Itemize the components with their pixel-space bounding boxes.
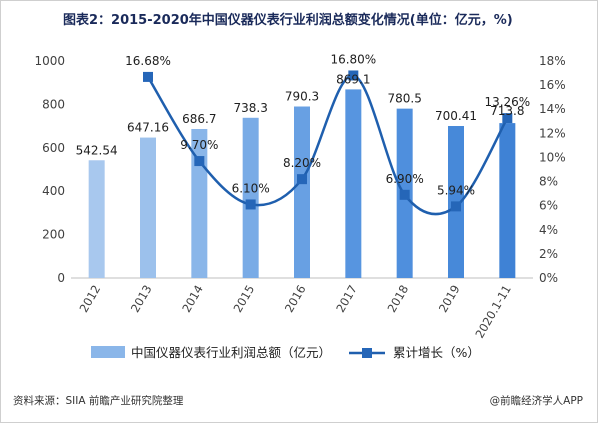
growth-marker — [297, 174, 307, 185]
growth-value-label: 16.68% — [125, 54, 171, 68]
x-tick-label: 2020.1-11 — [472, 283, 514, 341]
growth-value-label: 5.94% — [437, 183, 475, 197]
bar — [294, 106, 310, 278]
x-tick-label: 2017 — [333, 283, 360, 315]
growth-marker — [399, 189, 410, 200]
y-left-tick-label: 1000 — [34, 54, 65, 68]
x-tick-label: 2012 — [76, 283, 103, 315]
y-left-tick-label: 400 — [42, 184, 65, 198]
legend-line-marker — [362, 348, 372, 358]
x-tick-label: 2016 — [282, 283, 309, 315]
growth-value-label: 8.20% — [283, 156, 321, 170]
growth-marker — [245, 199, 256, 210]
source-note: 资料来源：SIIA 前瞻产业研究院整理 — [13, 395, 184, 407]
legend-bar-label: 中国仪器仪表行业利润总额（亿元） — [131, 345, 331, 360]
growth-marker — [194, 156, 205, 167]
growth-value-label: 13.26% — [484, 95, 530, 109]
growth-marker — [143, 71, 153, 82]
bar — [88, 160, 105, 278]
growth-marker — [502, 113, 513, 124]
brand-label: @前瞻经济学人APP — [489, 395, 583, 407]
y-left-tick-label: 0 — [57, 271, 65, 285]
bar-value-label: 542.54 — [76, 143, 118, 157]
bar — [140, 137, 156, 278]
y-right-tick-label: 2% — [539, 247, 558, 261]
y-right-tick-label: 4% — [539, 223, 558, 237]
bar-value-label: 869.1 — [336, 72, 370, 86]
legend-bar-swatch — [91, 346, 125, 358]
y-right-tick-label: 8% — [539, 175, 558, 189]
y-right-tick-label: 0% — [539, 271, 558, 285]
y-right-tick-label: 16% — [539, 78, 566, 92]
x-tick-label: 2018 — [384, 283, 411, 315]
bar — [345, 89, 362, 278]
x-tick-label: 2019 — [436, 283, 463, 315]
y-left-tick-label: 800 — [42, 97, 65, 111]
y-right-tick-label: 18% — [539, 54, 566, 68]
growth-marker — [451, 201, 461, 212]
x-tick-label: 2013 — [128, 283, 155, 315]
y-right-tick-label: 14% — [539, 102, 566, 116]
growth-value-label: 6.10% — [232, 181, 270, 195]
bar-value-label: 780.5 — [387, 92, 421, 106]
x-tick-label: 2015 — [230, 283, 257, 315]
growth-value-label: 6.90% — [386, 172, 424, 186]
bar — [499, 123, 516, 278]
y-right-tick-label: 6% — [539, 199, 558, 213]
y-right-tick-label: 10% — [539, 150, 566, 164]
bar-value-label: 713.8 — [490, 104, 524, 118]
bar — [242, 117, 259, 278]
growth-marker — [348, 70, 359, 81]
chart-title: 图表2：2015-2020年中国仪器仪表行业利润总额变化情况(单位：亿元，%) — [63, 13, 513, 28]
bar-value-label: 790.3 — [285, 90, 319, 104]
x-tick-label: 2014 — [179, 283, 206, 315]
legend-line-label: 累计增长（%） — [393, 345, 480, 360]
bar-value-label: 647.16 — [127, 121, 169, 135]
bar-value-label: 700.41 — [435, 109, 477, 123]
growth-value-label: 16.80% — [330, 52, 376, 66]
y-right-tick-label: 12% — [539, 126, 566, 140]
bar-value-label: 686.7 — [182, 112, 216, 126]
y-left-tick-label: 600 — [42, 141, 65, 155]
y-left-tick-label: 200 — [42, 228, 65, 242]
growth-value-label: 9.70% — [180, 138, 218, 152]
bar-value-label: 738.3 — [233, 101, 267, 115]
